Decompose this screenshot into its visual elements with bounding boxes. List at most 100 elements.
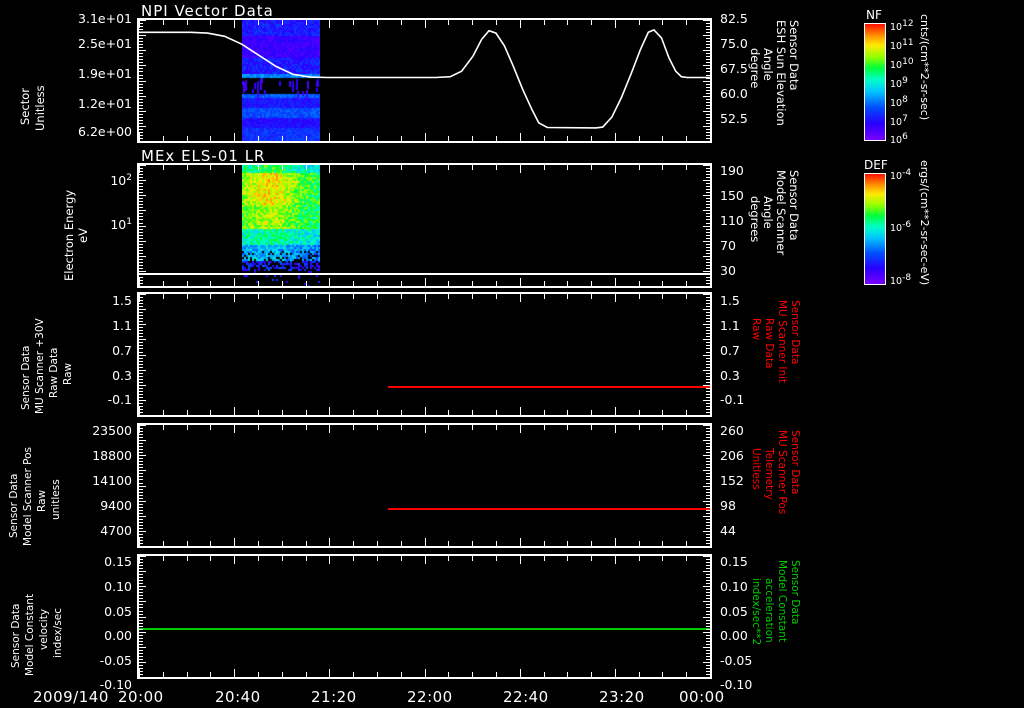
plot-frame-els: [137, 163, 712, 288]
ytick-msp-0: 23500: [92, 423, 132, 438]
ytick-r-mc-2: 0.05: [720, 604, 748, 619]
ytick-r-mu30-2: 0.7: [720, 343, 740, 358]
ytick-msp-2: 14100: [92, 473, 132, 488]
colorbar-nf-tick-1: 1011: [890, 38, 914, 53]
ytick-mu30-3: 0.3: [112, 368, 132, 383]
colorbar-def-tick-1: 10-6: [890, 220, 912, 235]
ytick-r-mu30-3: 0.3: [720, 368, 740, 383]
time-tick-2: 21:20: [311, 688, 357, 706]
spectrogram-els: [242, 165, 320, 286]
axis-title-mu30-right-1: MU Scanner Init: [776, 300, 788, 384]
axis-title-mc-left-1: Model Constant: [24, 593, 36, 676]
axis-title-els-right-3: degrees: [748, 196, 762, 243]
axis-title-mu30-left-0: Sensor Data: [20, 345, 32, 410]
trace-model-constant-acceleration: [139, 628, 710, 630]
ytick-r-msp-0: 260: [720, 423, 744, 438]
axis-title-npi-right-3: degree: [748, 48, 762, 89]
ytick-r-msp-3: 98: [720, 498, 736, 513]
spectrogram-npi: [242, 20, 320, 141]
colorbar-nf-unit: cnts/(cm**2-sr-sec): [918, 14, 931, 121]
axis-title-mc-right-1: Model Constant: [776, 560, 788, 643]
axis-title-els-left-0: Electron Energy: [62, 189, 76, 281]
ytick-mu30-0: 1.5: [112, 293, 132, 308]
ytick-r-els-3: 70: [720, 238, 736, 253]
ytick-r-msp-2: 152: [720, 473, 744, 488]
axis-title-mc-left-3: index/sec: [52, 608, 64, 658]
ytick-r-mu30-0: 1.5: [720, 293, 740, 308]
ytick-r-mc-3: 0.00: [720, 628, 748, 643]
trace-mu-scanner-pos-telemetry: [388, 508, 710, 510]
colorbar-def-unit: ergs/(cm**2-sr-sec-eV): [918, 160, 931, 286]
axis-title-msp-left-2: Raw: [36, 489, 48, 512]
ytick-mc-3: 0.00: [104, 628, 132, 643]
time-tick-0: 20:00: [118, 688, 164, 706]
trace-mu-scanner-init: [388, 386, 710, 388]
ytick-r-mc-5: -0.10: [720, 677, 753, 692]
axis-title-els-right-2: Angle: [761, 196, 775, 229]
colorbar-nf-tick-0: 1012: [890, 19, 914, 34]
axis-title-msp-right-1: MU Scanner Pos: [776, 430, 788, 515]
axis-title-mu30-right-3: Raw: [750, 318, 762, 341]
axis-title-msp-left-3: unitless: [50, 479, 62, 520]
ytick-mu30-1: 1.1: [112, 318, 132, 333]
axis-title-msp-left-0: Sensor Data: [8, 473, 20, 538]
ytick-npi-3: 1.2e+01: [78, 96, 132, 111]
plot-frame-mu-scanner-30v: [137, 292, 712, 417]
colorbar-def-tick-0: 10-4: [890, 168, 912, 183]
ytick-npi-2: 1.9e+01: [78, 66, 132, 81]
colorbar-nf-tick-4: 108: [890, 95, 908, 110]
ytick-r-npi-1: 75.0: [720, 36, 748, 51]
axis-title-els-right-1: Model Scanner: [774, 170, 788, 256]
axis-title-mu30-left-1: MU Scanner +30V: [34, 318, 46, 414]
ytick-mc-4: -0.05: [99, 653, 132, 668]
ytick-mc-2: 0.05: [104, 604, 132, 619]
axis-title-els-left-1: eV: [76, 228, 90, 243]
ytick-r-mc-4: -0.05: [720, 653, 753, 668]
ytick-r-npi-2: 67.5: [720, 61, 748, 76]
axis-title-npi-right-0: Sensor Data: [787, 20, 801, 91]
colorbar-nf-tick-6: 106: [890, 132, 908, 147]
axis-title-npi-left-0: Sector: [18, 88, 32, 125]
ytick-r-msp-4: 44: [720, 523, 736, 538]
ytick-mc-0: 0.15: [104, 554, 132, 569]
time-tick-3: 22:00: [407, 688, 453, 706]
axis-title-mc-left-2: velocity: [38, 608, 50, 650]
colorbar-def-label: DEF: [864, 158, 888, 172]
panel-title-npi: NPI Vector Data: [141, 2, 274, 20]
ytick-r-els-2: 110: [720, 213, 744, 228]
axis-title-msp-right-0: Sensor Data: [789, 430, 801, 495]
colorbar-nf-tick-5: 107: [890, 114, 908, 129]
ytick-r-els-1: 150: [720, 188, 744, 203]
ytick-els-0: 102: [110, 173, 132, 189]
colorbar-nf-tick-2: 1010: [890, 57, 914, 72]
ytick-mu30-2: 0.7: [112, 343, 132, 358]
ytick-msp-3: 9400: [100, 498, 132, 513]
axis-title-mu30-left-2: Raw Data: [48, 347, 60, 399]
ytick-npi-1: 2.5e+01: [78, 36, 132, 51]
ytick-mc-1: 0.10: [104, 579, 132, 594]
axis-title-mc-right-0: Sensor Data: [789, 560, 801, 625]
axis-title-mu30-right-0: Sensor Data: [789, 300, 801, 365]
ytick-r-npi-0: 82.5: [720, 11, 748, 26]
axis-title-npi-left-1: Unitless: [33, 85, 47, 131]
ytick-r-npi-4: 52.5: [720, 111, 748, 126]
colorbar-nf-gradient: [864, 23, 886, 141]
colorbar-def-gradient: [864, 173, 886, 285]
time-axis-date: 2009/140: [33, 688, 109, 706]
trace-model-scanner-angle: [139, 273, 710, 275]
time-tick-1: 20:40: [215, 688, 261, 706]
ytick-mc-5: -0.10: [99, 677, 132, 692]
ytick-msp-4: 4700: [100, 523, 132, 538]
axis-title-mc-right-3: index/sec**2: [750, 578, 762, 646]
axis-title-msp-right-2: Telemetry: [763, 448, 775, 500]
ytick-r-msp-1: 206: [720, 448, 744, 463]
ytick-r-npi-3: 60.0: [720, 86, 748, 101]
plot-frame-model-scanner-pos: [137, 423, 712, 548]
ytick-msp-1: 18800: [92, 448, 132, 463]
time-tick-6: 00:00: [679, 688, 725, 706]
plot-frame-model-constant: [137, 554, 712, 679]
axis-title-mu30-right-2: Raw Data: [763, 318, 775, 369]
ytick-r-els-4: 30: [720, 263, 736, 278]
ytick-els-1: 101: [110, 217, 132, 233]
